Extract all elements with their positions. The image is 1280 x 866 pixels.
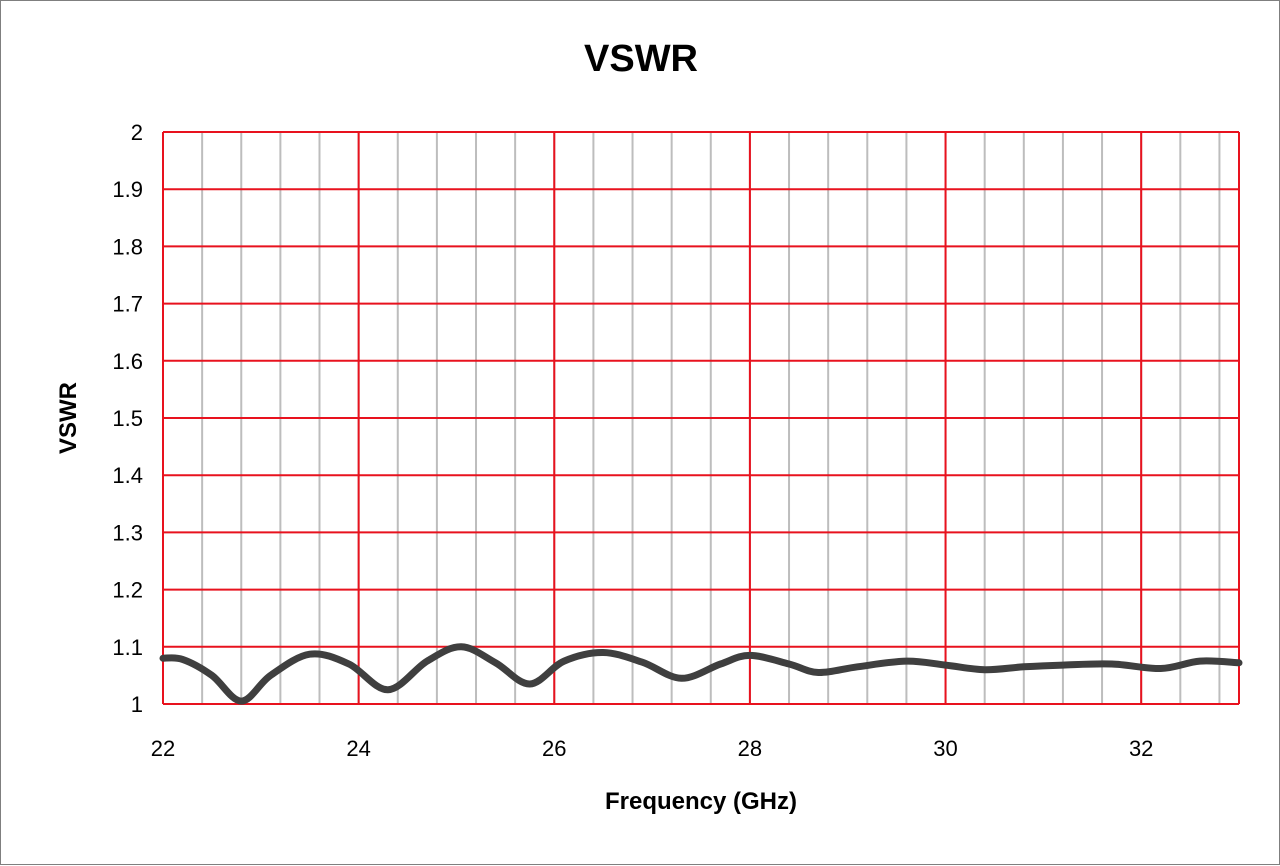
y-tick-label: 1.6 [112, 349, 143, 374]
y-tick-label: 1.5 [112, 406, 143, 431]
chart-title: VSWR [584, 38, 698, 80]
x-tick-label: 24 [346, 736, 370, 761]
y-axis-label: VSWR [55, 382, 82, 454]
x-tick-labels: 22 24 26 28 30 32 [151, 736, 1154, 761]
x-axis-label: Frequency (GHz) [605, 788, 797, 815]
x-tick-label: 26 [542, 736, 566, 761]
y-tick-label: 1 [131, 692, 143, 717]
y-tick-label: 1.9 [112, 177, 143, 202]
y-tick-label: 2 [131, 120, 143, 145]
y-tick-label: 1.3 [112, 520, 143, 545]
y-tick-label: 1.1 [112, 635, 143, 660]
y-tick-labels: 1 1.1 1.2 1.3 1.4 1.5 1.6 1.7 1.8 1.9 2 [112, 120, 143, 717]
major-gridlines [162, 131, 1240, 705]
x-tick-label: 32 [1129, 736, 1153, 761]
y-tick-label: 1.2 [112, 578, 143, 603]
y-tick-label: 1.7 [112, 292, 143, 317]
x-tick-label: 28 [738, 736, 762, 761]
y-tick-label: 1.8 [112, 234, 143, 259]
series-line-0 [159, 643, 1243, 705]
y-tick-label: 1.4 [112, 463, 143, 488]
x-tick-label: 30 [933, 736, 957, 761]
x-tick-label: 22 [151, 736, 175, 761]
series-layer [159, 643, 1243, 705]
